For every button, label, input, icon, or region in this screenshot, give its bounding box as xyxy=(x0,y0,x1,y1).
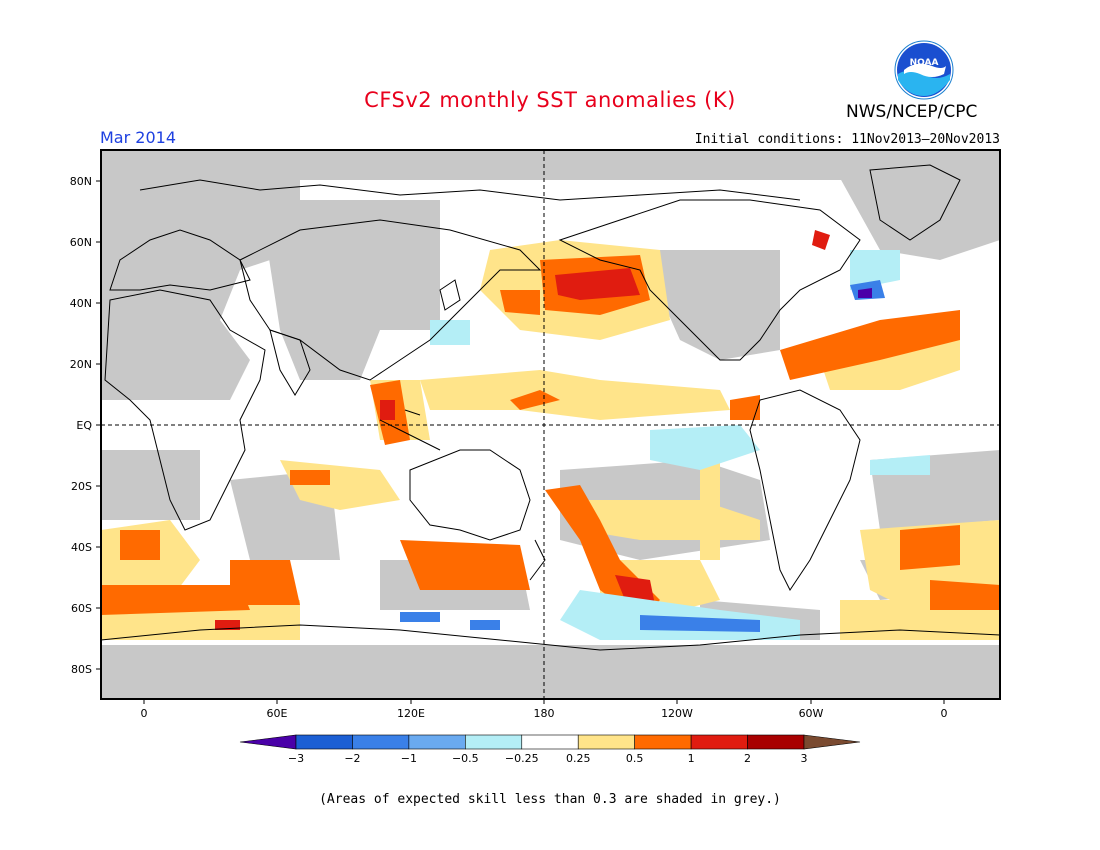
chart-title: CFSv2 monthly SST anomalies (K) xyxy=(364,88,736,112)
lat-label: 80N xyxy=(70,175,92,188)
continent-outlines xyxy=(101,164,1000,651)
lon-label: 60W xyxy=(799,707,824,720)
colorbar-segment xyxy=(634,734,692,750)
lat-label: 20N xyxy=(70,358,92,371)
lat-label: 80S xyxy=(71,663,92,676)
colorbar-label: 0.25 xyxy=(566,752,591,765)
noaa-logo-text: NOAA xyxy=(910,58,939,68)
colorbar-segment xyxy=(521,734,579,750)
lon-ticks xyxy=(143,699,945,704)
colorbar-label: 2 xyxy=(744,752,751,765)
lat-ticks xyxy=(96,180,101,670)
lat-label: EQ xyxy=(76,419,92,432)
colorbar-segment xyxy=(239,734,297,750)
lat-label: 60N xyxy=(70,236,92,249)
colorbar-segment xyxy=(747,734,805,750)
colorbar-label: −1 xyxy=(401,752,417,765)
colorbar: −3 −2 −1 −0.5 −0.25 0.25 0.5 1 2 3 xyxy=(239,734,861,765)
lon-label: 120E xyxy=(397,707,425,720)
lat-label: 40N xyxy=(70,297,92,310)
colorbar-segment xyxy=(295,734,353,750)
colorbar-label: −0.25 xyxy=(505,752,539,765)
colorbar-segment xyxy=(408,734,466,750)
colorbar-segment xyxy=(577,734,635,750)
lon-label: 60E xyxy=(267,707,288,720)
lat-label: 40S xyxy=(71,541,92,554)
forecast-month: Mar 2014 xyxy=(100,128,176,147)
colorbar-segment xyxy=(465,734,523,750)
anomaly-neg-3 xyxy=(858,288,872,298)
initial-conditions: Initial conditions: 11Nov2013–20Nov2013 xyxy=(694,132,1000,147)
lon-label: 180 xyxy=(534,707,555,720)
lon-label: 0 xyxy=(141,707,148,720)
colorbar-label: 1 xyxy=(688,752,695,765)
anomaly-field xyxy=(101,150,1000,699)
noaa-logo: NOAA xyxy=(894,40,954,100)
colorbar-segment xyxy=(352,734,410,750)
lat-label: 60S xyxy=(71,602,92,615)
lat-labels: 80N 60N 40N 20N EQ 20S 40S 60S 80S xyxy=(70,175,93,676)
colorbar-segment xyxy=(690,734,748,750)
lon-labels: 0 60E 120E 180 120W 60W 0 xyxy=(141,707,948,720)
colorbar-label: −3 xyxy=(288,752,304,765)
agency-label: NWS/NCEP/CPC xyxy=(846,102,978,122)
lon-label: 0 xyxy=(941,707,948,720)
lat-label: 20S xyxy=(71,480,92,493)
colorbar-label: 0.5 xyxy=(626,752,644,765)
colorbar-segment xyxy=(803,734,861,750)
colorbar-label: −0.5 xyxy=(452,752,479,765)
lon-label: 120W xyxy=(661,707,693,720)
colorbar-label: −2 xyxy=(344,752,360,765)
skill-footnote: (Areas of expected skill less than 0.3 a… xyxy=(319,792,781,807)
colorbar-label: 3 xyxy=(801,752,808,765)
